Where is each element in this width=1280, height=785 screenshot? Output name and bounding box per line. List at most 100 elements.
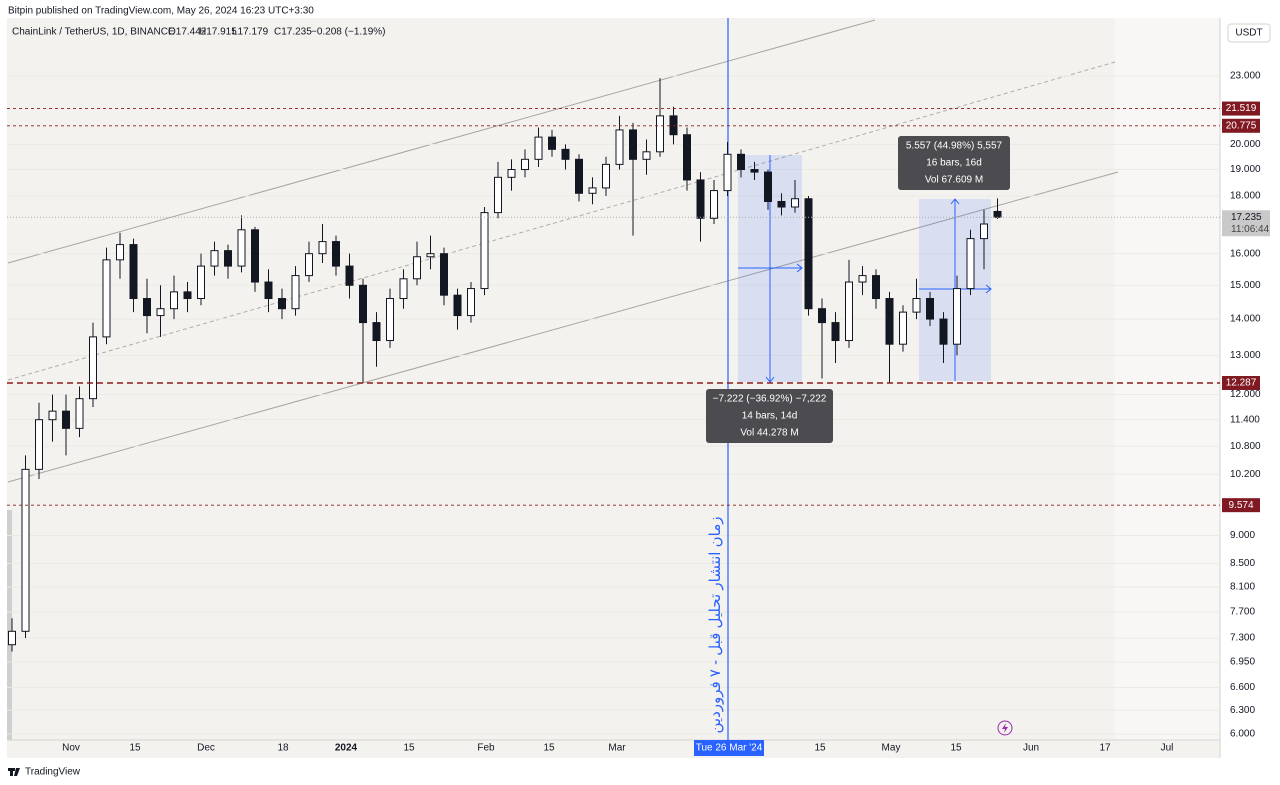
legend-low: L17.179 — [232, 27, 269, 38]
plot-background — [7, 18, 1220, 758]
footer-brand: TradingView — [25, 767, 81, 778]
price-line-label-bg — [1222, 118, 1260, 133]
price-tick-label: 8.100 — [1230, 582, 1255, 593]
price-tick-label: 18.000 — [1230, 191, 1261, 202]
candle-body — [35, 419, 43, 470]
candle-body — [993, 210, 1002, 218]
candle-body — [224, 250, 232, 267]
scroll-indicator — [7, 510, 12, 740]
currency-button[interactable] — [1227, 23, 1271, 43]
time-tick-label: 15 — [950, 743, 962, 754]
candle-body — [359, 284, 367, 324]
price-tick-label: 13.000 — [1230, 350, 1261, 361]
candle-body — [480, 212, 489, 290]
time-tick-label: Dec — [197, 743, 215, 754]
time-tick-label: 15 — [129, 743, 141, 754]
candle-body — [791, 198, 799, 208]
candle-body — [548, 136, 556, 150]
candle-body — [21, 468, 30, 632]
candle-body — [156, 308, 165, 317]
candle-body — [507, 169, 516, 178]
candle-body — [912, 298, 921, 313]
candle-body — [615, 129, 624, 165]
countdown: 11:06:44 — [1231, 224, 1270, 235]
candle-body — [426, 253, 435, 258]
candle-body — [89, 336, 97, 400]
price-tick-label: 9.000 — [1230, 530, 1255, 541]
price-tick-label: 7.300 — [1230, 633, 1255, 644]
measure-label-line: Vol 44.278 M — [740, 428, 798, 439]
candle-body — [8, 630, 16, 646]
price-tick-label: 15.000 — [1230, 280, 1261, 291]
price-tick-label: 7.700 — [1230, 606, 1255, 617]
candle-body — [534, 136, 543, 160]
candle-body — [345, 265, 354, 286]
candle-body — [629, 129, 637, 160]
candle-body — [926, 298, 934, 320]
candle-body — [291, 275, 300, 310]
alert-icon[interactable] — [997, 720, 1013, 736]
candle-body — [575, 158, 583, 194]
price-tick-label: 6.600 — [1230, 682, 1255, 693]
crosshair-label-bg — [694, 740, 764, 756]
time-tick-label: May — [882, 743, 901, 754]
time-tick-label: Jul — [1161, 743, 1174, 754]
time-tick-label: Nov — [62, 743, 80, 754]
candle-body — [210, 250, 219, 267]
candle-body — [831, 322, 840, 342]
time-tick-label: 15 — [543, 743, 555, 754]
candle-body — [885, 298, 894, 345]
price-tick-label: 16.000 — [1230, 248, 1261, 259]
channel-middle — [7, 61, 1116, 381]
candle-body — [521, 158, 529, 171]
measure-label-line: 5.557 (44.98%) 5,557 — [906, 141, 1003, 152]
candle-body — [48, 410, 57, 421]
candle-body — [386, 298, 394, 342]
price-line-label: 21.519 — [1226, 103, 1257, 114]
candle-body — [102, 259, 111, 338]
candle-body — [264, 281, 273, 300]
candle-body — [399, 278, 408, 300]
candle-body — [764, 171, 772, 202]
price-tick-label: 12.000 — [1230, 389, 1261, 400]
time-tick-label: 15 — [403, 743, 415, 754]
candle-body — [143, 298, 151, 317]
time-tick-label: 17 — [1099, 743, 1111, 754]
candle-body — [116, 244, 124, 261]
candle-body — [62, 410, 70, 429]
measure-label-bg — [706, 389, 833, 443]
candle-body — [980, 223, 988, 240]
candle-body — [561, 148, 570, 160]
time-tick-label: Feb — [477, 743, 495, 754]
tv-logo — [8, 768, 20, 776]
candle-body — [804, 198, 813, 310]
legend-high: H17.915 — [199, 27, 237, 38]
candle-body — [332, 241, 340, 267]
candle-body — [750, 169, 759, 173]
candle-body — [75, 398, 84, 429]
candle-body — [642, 151, 651, 160]
measure-arrow — [950, 198, 960, 205]
candle-body — [818, 308, 826, 324]
candle-body — [858, 275, 867, 283]
alert-bolt[interactable] — [1002, 723, 1008, 733]
candle-body — [183, 291, 192, 300]
measure-arrow — [985, 284, 992, 294]
candle-body — [440, 253, 448, 296]
price-line-label-bg — [1222, 101, 1260, 116]
currency[interactable]: USDT — [1235, 28, 1262, 39]
legend-close: C17.235 — [274, 27, 312, 38]
candle-body — [953, 288, 961, 345]
candle-body — [723, 153, 732, 192]
candle-body — [696, 179, 705, 219]
price-tick-label: 14.000 — [1230, 314, 1261, 325]
price-line-label-bg — [1222, 498, 1260, 513]
price-tick-label: 11.400 — [1230, 414, 1260, 425]
candle-body — [602, 163, 610, 189]
channel-upper — [7, 19, 876, 264]
candle-body — [737, 153, 745, 171]
current-price-label: 17.235 — [1231, 212, 1262, 223]
price-tick-label: 19.000 — [1230, 164, 1261, 175]
price-line-label: 9.574 — [1228, 500, 1253, 511]
candle-body — [669, 115, 678, 136]
